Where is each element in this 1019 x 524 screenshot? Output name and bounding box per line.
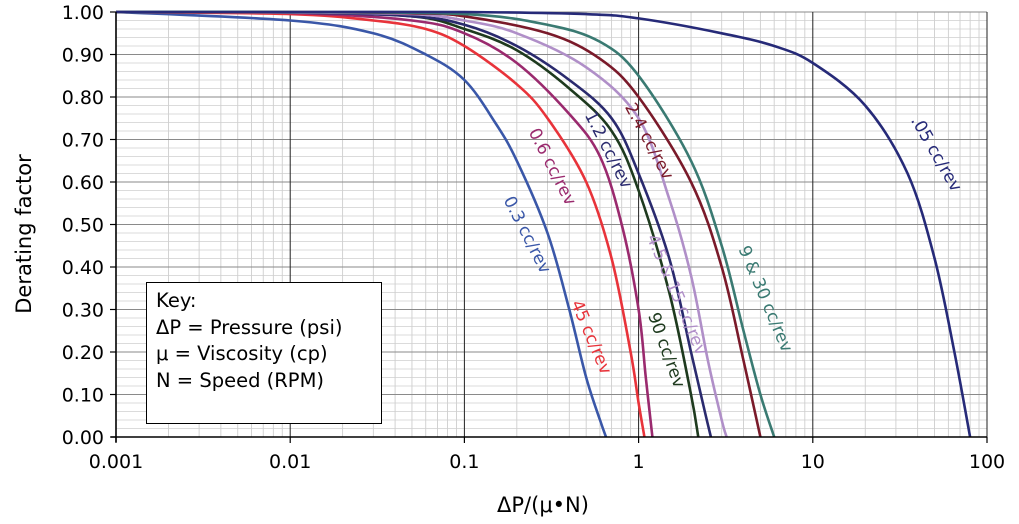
curve-45-cc-rev xyxy=(115,10,646,438)
x-tick-label: 100 xyxy=(969,451,1005,473)
key-line-viscosity: μ = Viscosity (cp) xyxy=(156,342,328,365)
y-tick-label: 0.50 xyxy=(62,215,104,237)
y-tick-label: 1.00 xyxy=(62,2,104,24)
tick-labels: 0.00 0.10 0.20 0.30 0.40 0.50 0.60 0.70 0.80 0.90… xyxy=(62,2,1005,473)
y-tick-label: 0.90 xyxy=(62,45,104,67)
y-tick-label: 0.10 xyxy=(62,385,104,407)
y-tick-label: 0.40 xyxy=(62,257,104,279)
curve-label-9-30-cc-rev: 9 & 30 cc/rev xyxy=(734,243,797,355)
y-tick-label: 0.80 xyxy=(62,87,104,109)
key-title: Key: xyxy=(156,289,197,312)
y-tick-label: 0.20 xyxy=(62,342,104,364)
key-line-pressure: ΔP = Pressure (psi) xyxy=(156,315,343,339)
x-tick-label: 1 xyxy=(633,451,645,473)
curve-label-05-cc-rev: .05 cc/rev xyxy=(906,113,965,196)
y-axis-label: Derating factor xyxy=(12,154,36,314)
curve-0-3-cc-rev xyxy=(115,10,608,438)
x-tick-label: 0.001 xyxy=(89,451,143,473)
x-tick-label: 0.1 xyxy=(449,451,479,473)
chart-axes xyxy=(110,11,988,443)
curve-05-cc-rev xyxy=(115,10,972,438)
x-axis-label: ΔP/(μ•N) xyxy=(497,493,589,517)
y-tick-label: 0.30 xyxy=(62,300,104,322)
y-tick-label: 0.60 xyxy=(62,172,104,194)
x-tick-label: 0.01 xyxy=(269,451,311,473)
curve-label-0-3-cc-rev: 0.3 cc/rev xyxy=(499,193,555,277)
key-line-speed: N = Speed (RPM) xyxy=(156,368,324,392)
key-legend: Key: ΔP = Pressure (psi) μ = Viscosity (… xyxy=(146,282,382,424)
y-tick-label: 0.70 xyxy=(62,130,104,152)
x-tick-label: 10 xyxy=(801,451,825,473)
chart-grid xyxy=(116,11,988,437)
y-tick-label: 0.00 xyxy=(62,427,104,449)
chart-curves xyxy=(115,10,972,438)
